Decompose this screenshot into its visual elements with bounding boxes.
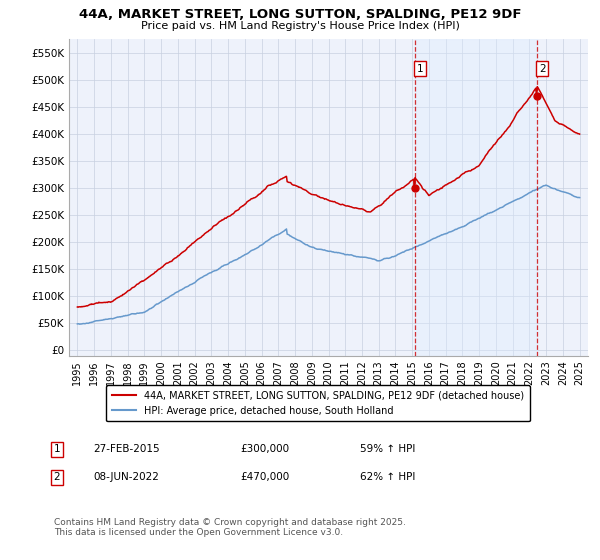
Text: 2: 2 [53, 472, 61, 482]
Text: 44A, MARKET STREET, LONG SUTTON, SPALDING, PE12 9DF: 44A, MARKET STREET, LONG SUTTON, SPALDIN… [79, 8, 521, 21]
Text: 27-FEB-2015: 27-FEB-2015 [93, 444, 160, 454]
Text: 62% ↑ HPI: 62% ↑ HPI [360, 472, 415, 482]
Text: 1: 1 [417, 63, 424, 73]
Bar [415, 39, 537, 356]
Text: £300,000: £300,000 [240, 444, 289, 454]
Text: Contains HM Land Registry data © Crown copyright and database right 2025.
This d: Contains HM Land Registry data © Crown c… [54, 518, 406, 538]
Legend: 44A, MARKET STREET, LONG SUTTON, SPALDING, PE12 9DF (detached house), HPI: Avera: 44A, MARKET STREET, LONG SUTTON, SPALDIN… [106, 385, 530, 422]
Text: £470,000: £470,000 [240, 472, 289, 482]
Text: Price paid vs. HM Land Registry's House Price Index (HPI): Price paid vs. HM Land Registry's House … [140, 21, 460, 31]
Text: 08-JUN-2022: 08-JUN-2022 [93, 472, 159, 482]
Text: 2: 2 [539, 63, 545, 73]
Text: 1: 1 [53, 444, 61, 454]
Text: 59% ↑ HPI: 59% ↑ HPI [360, 444, 415, 454]
